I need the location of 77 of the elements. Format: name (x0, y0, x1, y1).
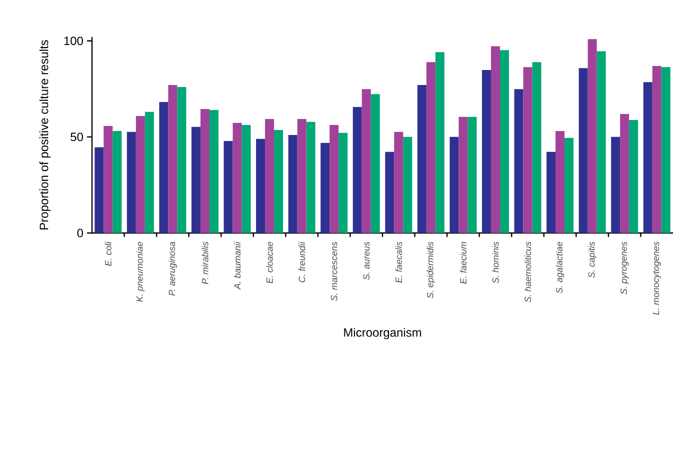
bar (297, 119, 306, 233)
bar (588, 39, 597, 233)
bar (546, 152, 556, 233)
bar (112, 130, 122, 233)
bar (426, 62, 436, 233)
bar (611, 136, 620, 233)
y-tick-label: 100 (64, 36, 84, 46)
bar (242, 125, 251, 233)
bar (620, 114, 630, 233)
y-tick-label: 50 (70, 132, 84, 142)
bar (417, 85, 426, 233)
bar (209, 110, 218, 233)
bar (168, 85, 178, 233)
x-tick-label: P. aeruginosa (168, 242, 177, 296)
bar (523, 67, 532, 233)
y-tick-label: 0 (77, 228, 84, 238)
bar (232, 122, 242, 233)
bar (458, 116, 468, 233)
x-tick-label: S. agalactiae (556, 242, 564, 294)
x-tick-label: S. marcescens (330, 242, 338, 301)
bar (556, 130, 565, 233)
bar (403, 136, 412, 233)
bar (362, 89, 371, 233)
bar (306, 122, 316, 233)
bar (288, 134, 298, 233)
bar (578, 68, 588, 233)
bar (352, 106, 362, 233)
bar (177, 86, 186, 233)
bar (200, 109, 210, 233)
bar (482, 70, 491, 233)
bar (330, 125, 339, 233)
bar (265, 119, 274, 233)
x-tick-label: S. pyrogenes (620, 242, 629, 294)
bar (500, 50, 509, 233)
bar (94, 147, 104, 233)
bar (256, 138, 266, 233)
bar (224, 140, 233, 233)
bar (514, 89, 524, 233)
x-tick-label: E. coli (104, 242, 112, 266)
bar (126, 132, 136, 233)
bar (370, 94, 380, 233)
x-tick-label: L. monocytogenes (652, 242, 661, 315)
x-tick-label: S. epidermidis (426, 242, 436, 298)
bar (394, 132, 404, 233)
x-tick-label: E. cloacae (266, 242, 273, 284)
bar (450, 136, 459, 233)
x-tick-label: S. haemoliticus (524, 242, 532, 302)
bar (338, 132, 348, 233)
bar (385, 152, 394, 233)
bar (490, 46, 500, 233)
bar (136, 116, 145, 233)
x-axis-title: Microorganism (344, 328, 422, 340)
x-tick-label: S. aureus (363, 242, 370, 280)
x-tick-label: C. freundii (298, 242, 306, 282)
bar (468, 116, 477, 233)
bar (596, 51, 606, 233)
x-tick-label: S. capitis (588, 242, 596, 278)
bar (629, 120, 638, 233)
x-tick-label: S. hominis (492, 242, 499, 284)
bar (320, 142, 330, 233)
bar (435, 52, 444, 233)
bar (104, 126, 113, 233)
bar (652, 66, 662, 233)
bar (274, 130, 284, 233)
x-tick-label: P. mirabilis (202, 242, 208, 284)
y-axis-title: Proportion of positive culture results (39, 40, 51, 230)
bar (159, 102, 168, 233)
bar (532, 62, 542, 233)
bar (191, 126, 200, 233)
bar (144, 112, 154, 233)
x-tick-label: E. faecalis (395, 242, 402, 283)
x-tick-label: K. pneumoniae (136, 242, 145, 302)
bar (643, 82, 652, 233)
x-tick-label: A. baumanii (234, 242, 241, 290)
x-tick-label: E. faecium (460, 242, 467, 284)
bar (661, 67, 670, 233)
bar (564, 138, 574, 233)
